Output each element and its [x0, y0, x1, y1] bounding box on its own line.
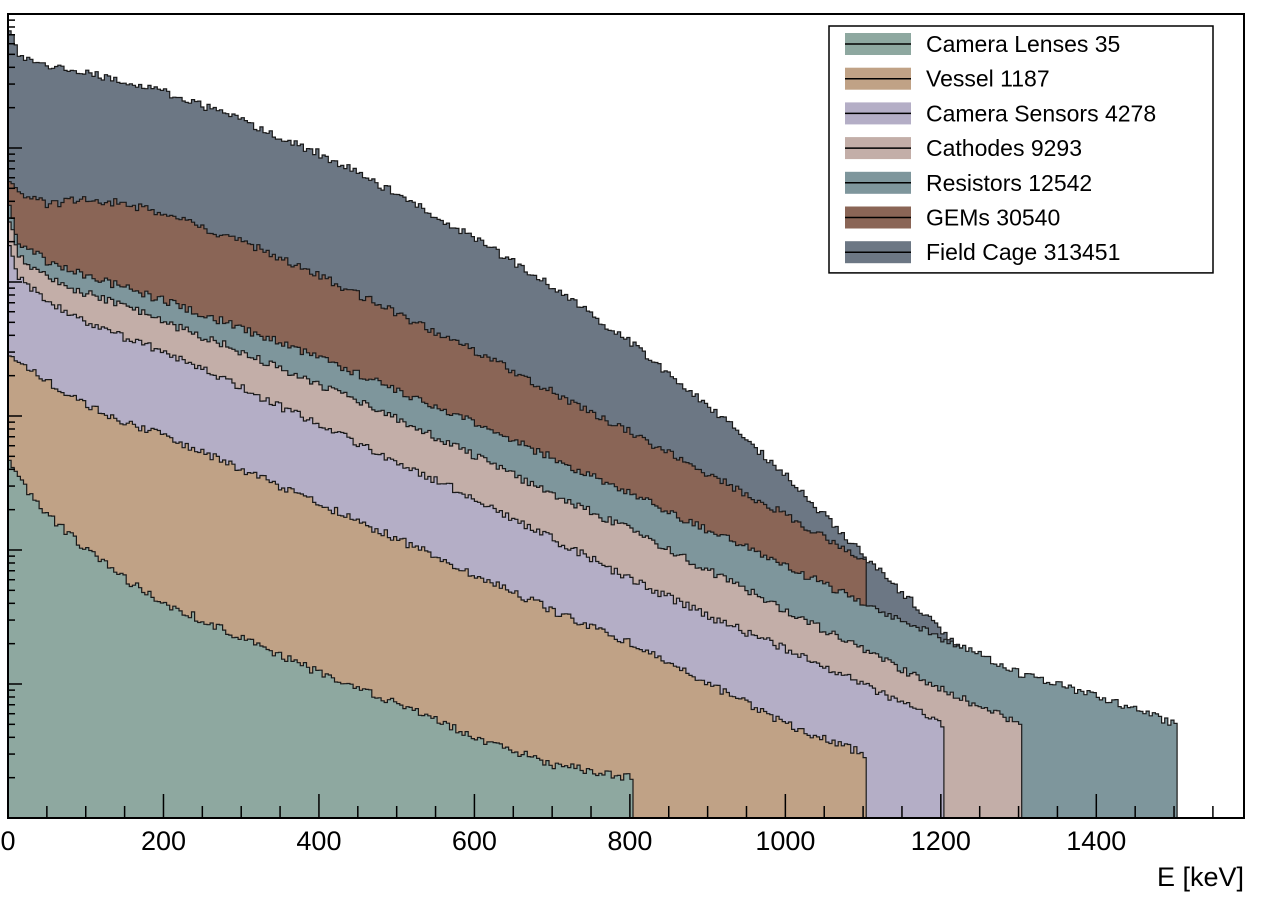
legend-entry: Field Cage 313451 — [845, 239, 1120, 265]
legend: Camera Lenses 35 Vessel 1187 Camera Sensor… — [828, 25, 1214, 274]
x-tick-label: 400 — [296, 826, 341, 856]
legend-entry: Resistors 12542 — [845, 170, 1092, 196]
x-axis-ticks: 0 200 400 600 800 1000 1200 1400 — [0, 794, 1214, 856]
x-tick-label: 800 — [607, 826, 652, 856]
legend-label: Camera Sensors 4278 — [926, 100, 1156, 126]
x-tick-label: 600 — [452, 826, 497, 856]
legend-entry: Cathodes 9293 — [845, 135, 1082, 161]
legend-label: GEMs 30540 — [926, 205, 1060, 231]
x-tick-label: 1200 — [911, 826, 971, 856]
legend-label: Cathodes 9293 — [926, 135, 1082, 161]
y-axis-ticks — [8, 19, 22, 819]
legend-label: Field Cage 313451 — [926, 239, 1120, 265]
x-axis-title: E [keV] — [1157, 862, 1244, 892]
legend-label: Camera Lenses 35 — [926, 31, 1120, 57]
legend-label: Resistors 12542 — [926, 170, 1092, 196]
x-tick-label: 1400 — [1066, 826, 1126, 856]
x-tick-label: 1000 — [755, 826, 815, 856]
legend-entry: Camera Sensors 4278 — [845, 100, 1156, 126]
series-layer — [7, 30, 1178, 819]
x-tick-label: 200 — [141, 826, 186, 856]
legend-label: Vessel 1187 — [926, 66, 1050, 92]
legend-entry: GEMs 30540 — [845, 205, 1060, 231]
legend-entry: Vessel 1187 — [845, 66, 1050, 92]
legend-entry: Camera Lenses 35 — [845, 31, 1120, 57]
x-tick-label: 0 — [0, 826, 15, 856]
series-area-0 — [7, 459, 634, 819]
